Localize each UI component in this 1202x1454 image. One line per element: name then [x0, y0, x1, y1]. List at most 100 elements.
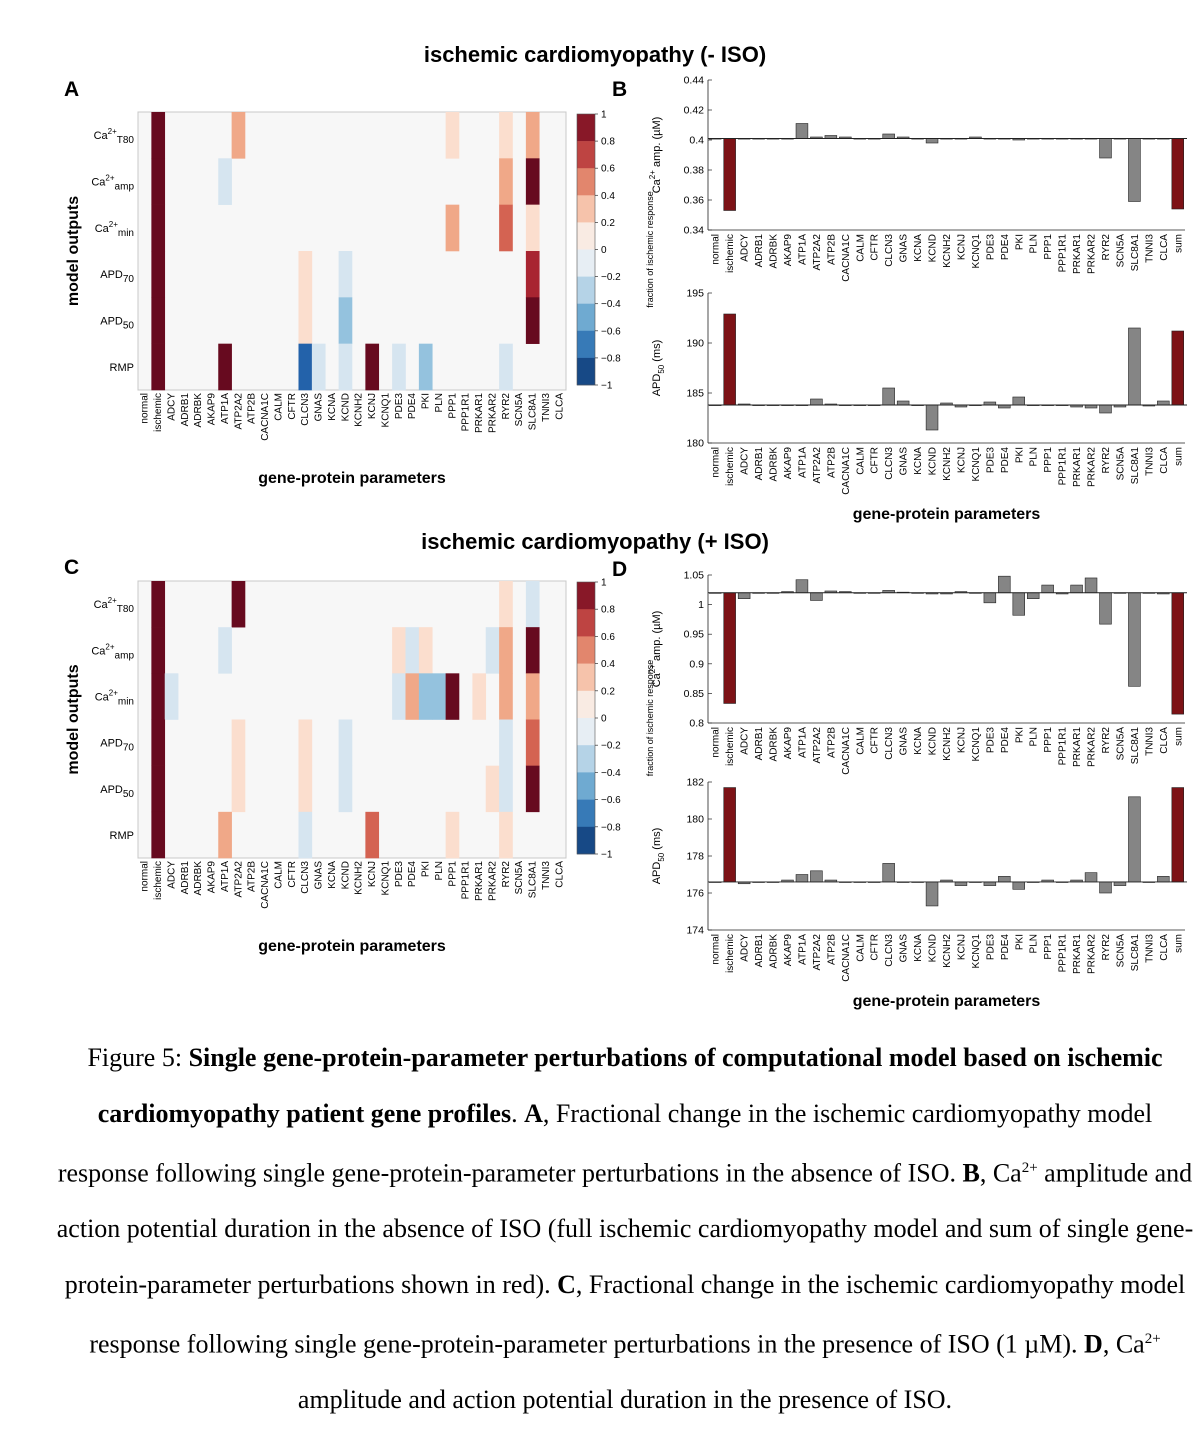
column-label-ppp1r1: PPP1R1: [461, 861, 472, 900]
x-tick-label-adrb1: ADRB1: [754, 234, 765, 268]
x-tick-label-adcy: ADCY: [740, 934, 751, 962]
x-tick-label-atp2a2: ATP2A2: [812, 727, 823, 764]
x-tick-label-kcnj: KCNJ: [956, 234, 967, 260]
x-tick-label-clca: CLCA: [1159, 934, 1170, 961]
heatmap-cell-camin-slc8a1: [525, 673, 540, 720]
panel-letter-c: C: [64, 556, 80, 579]
x-tick-label-adrbk: ADRBK: [769, 934, 780, 969]
y-tick-label: 195: [686, 288, 704, 300]
x-tick-label-kcna: KCNA: [913, 234, 924, 262]
heatmap-cell-caamp-ryr2: [499, 158, 513, 205]
figure-title-bottom: ischemic cardiomyopathy (+ ISO): [421, 529, 769, 554]
heatmap-cell-caamp-pde4: [405, 627, 420, 674]
column-label-kcna: KCNA: [327, 393, 338, 421]
x-tick-label-gnas: GNAS: [899, 234, 910, 263]
column-label-ppp1r1: PPP1R1: [461, 393, 472, 432]
y-tick-label: 0.8: [689, 718, 704, 730]
bar-ischemic: [723, 787, 736, 883]
x-tick-label-adrbk: ADRBK: [769, 447, 780, 482]
panel-letter-a: A: [64, 78, 80, 101]
colorbar-tick-label: −0.8: [601, 353, 621, 364]
heatmap-cell-caamp-ischemic: [151, 158, 166, 205]
x-tick-label-kcnj: KCNJ: [956, 727, 967, 753]
colorbar-segment-10: [577, 826, 595, 855]
x-tick-label-pki: PKI: [1014, 447, 1025, 463]
x-tick-label-cftr: CFTR: [870, 934, 881, 961]
colorbar-segment-8: [577, 303, 595, 332]
x-tick-label-kcnh2: KCNH2: [942, 234, 953, 268]
heatmap-cell-apd50-slc8a1: [525, 765, 540, 813]
y-axis-title: model outputs: [65, 196, 82, 306]
column-label-pde3: PDE3: [394, 861, 405, 888]
heatmap-cell-apd70-kcnd: [338, 251, 353, 298]
x-tick-label-normal: normal: [711, 727, 722, 758]
heatmap-cell-apd50-ischemic: [151, 297, 166, 344]
x-tick-label-kcnq1: KCNQ1: [971, 934, 982, 969]
bar-atp1a: [795, 874, 809, 883]
column-label-ischemic: ischemic: [153, 861, 164, 900]
colorbar-segment-8: [577, 772, 595, 800]
column-label-calm: CALM: [273, 393, 284, 421]
column-label-adrb1: ADRB1: [180, 393, 191, 427]
row-label-apd70: APD70: [100, 738, 134, 754]
y-tick-label: 0.36: [684, 195, 705, 207]
y-tick-label: 0.34: [684, 225, 705, 237]
x-tick-label-pki: PKI: [1014, 234, 1025, 250]
x-tick-label-kcnh2: KCNH2: [942, 934, 953, 968]
caption-figure-label: Figure 5:: [87, 1043, 189, 1072]
column-label-clca: CLCA: [554, 861, 565, 888]
colorbar-tick-label: 0.8: [601, 137, 615, 148]
x-tick-label-sum: sum: [1173, 727, 1184, 746]
y-tick-label: 0.4: [689, 135, 704, 147]
heatmap-cell-apd50-atp2a2: [231, 765, 246, 813]
x-tick-label-pki: PKI: [1014, 934, 1025, 950]
column-label-ischemic: ischemic: [153, 393, 164, 432]
bar-kcnd: [925, 881, 939, 907]
x-axis-title: gene-protein parameters: [853, 993, 1041, 1010]
heatmap-cell-rmp-ppp1: [445, 811, 460, 859]
heatmap-panel-a: Ca2+T80 Ca2+amp Ca2+min APD70 APD50 RMP normal…: [65, 110, 655, 488]
heatmap-cell-camin-ppp1: [445, 673, 460, 720]
x-tick-label-kcnd: KCND: [928, 934, 939, 962]
bar-atp2a2: [810, 592, 823, 601]
x-tick-label-cftr: CFTR: [870, 447, 881, 474]
heatmap-cell-camin-ryr2: [499, 204, 513, 252]
colorbar-tick-label: −0.4: [601, 768, 621, 779]
bar-clcn3: [882, 863, 895, 883]
row-label-apd50: APD50: [100, 316, 134, 332]
x-tick-label-atp2b: ATP2B: [826, 447, 837, 478]
x-tick-label-ryr2: RYR2: [1101, 234, 1112, 261]
bar-sum: [1171, 787, 1184, 883]
y-tick-label: 0.42: [684, 105, 705, 117]
heatmap-cell-cat80-ryr2: [499, 112, 513, 159]
y-axis-title: Ca2+ amp. (µM): [648, 611, 663, 688]
heatmap-cell-camin-adcy: [164, 673, 179, 720]
heatmap-cell-apd50-clcn3: [298, 297, 313, 344]
heatmap-cell-apd50-prkar2: [485, 765, 500, 813]
colorbar-tick-label: 0.6: [601, 164, 615, 175]
column-label-normal: normal: [140, 861, 151, 892]
x-tick-label-pln: PLN: [1029, 447, 1040, 466]
heatmap-cell-cat80-slc8a1: [525, 581, 540, 628]
column-label-cftr: CFTR: [287, 393, 298, 420]
x-tick-label-scn5a: SCN5A: [1115, 934, 1126, 968]
row-label-camin: Ca2+min: [95, 688, 134, 707]
x-tick-label-sum: sum: [1173, 934, 1184, 953]
x-tick-label-akap9: AKAP9: [783, 447, 794, 480]
heatmap-cell-rmp-kcnd: [338, 343, 353, 391]
caption-bold-title: Single gene-protein-parameter perturbati…: [97, 1043, 1163, 1128]
heatmap-cell-apd70-ischemic: [151, 719, 166, 766]
heatmap-cell-camin-pln: [432, 673, 446, 720]
column-label-pde4: PDE4: [407, 861, 418, 888]
y-axis-title: APD50 (ms): [651, 828, 666, 885]
x-tick-label-clcn3: CLCN3: [884, 234, 895, 267]
column-label-prkar1: PRKAR1: [474, 393, 485, 433]
colorbar-segment-3: [577, 636, 595, 664]
column-label-pln: PLN: [434, 393, 445, 412]
heatmap-cell-rmp-ischemic: [151, 343, 166, 391]
column-label-kcnj: KCNJ: [367, 861, 378, 887]
colorbar-tick-label: −0.2: [601, 272, 621, 283]
y-tick-label: 1.05: [684, 570, 705, 582]
x-tick-label-ischemic: ischemic: [725, 727, 736, 766]
column-label-kcnj: KCNJ: [367, 393, 378, 419]
